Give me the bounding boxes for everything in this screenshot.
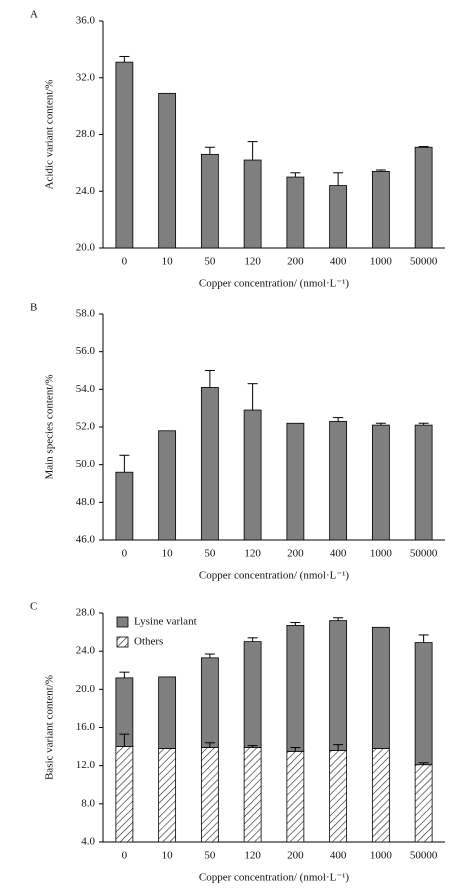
x-tick-label: 0: [122, 548, 128, 560]
bar-segment: [200, 747, 219, 843]
y-tick-label: 32.0: [76, 71, 96, 83]
y-tick-label: 16.0: [76, 721, 96, 733]
bar-segment: [371, 748, 390, 843]
bar-segment: [158, 676, 177, 749]
y-tick-label: 8.0: [81, 797, 95, 809]
x-tick-label: 400: [330, 548, 347, 560]
bar: [243, 159, 262, 249]
bar-segment: [243, 641, 262, 748]
x-tick-label: 50000: [410, 548, 438, 560]
bar-segment: [329, 620, 348, 751]
y-tick-label: 48.0: [76, 496, 96, 508]
bar: [329, 420, 348, 541]
legend-swatch: [116, 616, 129, 628]
bar: [115, 471, 134, 541]
bar: [414, 146, 433, 249]
y-tick-label: 28.0: [76, 607, 96, 619]
x-tick-label: 120: [244, 850, 261, 862]
x-axis-label: Copper concentration/ (nmol·L⁻¹): [199, 872, 350, 884]
x-tick-label: 0: [122, 256, 128, 268]
x-tick-label: 1000: [370, 548, 393, 560]
panel-label: B: [30, 302, 37, 314]
x-tick-label: 120: [244, 548, 261, 560]
x-tick-label: 400: [330, 850, 347, 862]
y-tick-label: 20.0: [76, 683, 96, 695]
bar: [286, 422, 305, 541]
x-axis-label: Copper concentration/ (nmol·L⁻¹): [199, 570, 350, 582]
y-tick-label: 52.0: [76, 421, 96, 433]
bar: [414, 424, 433, 541]
bar-segment: [200, 657, 219, 748]
y-tick-label: 56.0: [76, 345, 96, 357]
x-tick-label: 50000: [410, 850, 438, 862]
y-tick-label: 58.0: [76, 308, 96, 320]
bar: [371, 170, 390, 249]
bar-segment: [115, 746, 134, 843]
x-tick-label: 50: [204, 256, 216, 268]
x-tick-label: 200: [287, 548, 304, 560]
bar-segment: [286, 750, 305, 843]
y-axis-label: Acidic variant content/%: [44, 80, 56, 190]
x-tick-label: 200: [287, 256, 304, 268]
bar: [286, 176, 305, 249]
panel-label: A: [30, 9, 38, 21]
x-tick-label: 1000: [370, 850, 393, 862]
y-tick-label: 36.0: [76, 15, 96, 27]
bar: [329, 185, 348, 249]
bar-segment: [158, 748, 177, 843]
y-tick-label: 24.0: [76, 645, 96, 657]
bar-segment: [286, 625, 305, 752]
x-tick-label: 0: [122, 850, 128, 862]
x-tick-label: 10: [162, 850, 174, 862]
x-tick-label: 400: [330, 256, 347, 268]
bar-segment: [329, 750, 348, 843]
x-tick-label: 200: [287, 850, 304, 862]
bar-segment: [371, 626, 390, 749]
x-axis-label: Copper concentration/ (nmol·L⁻¹): [199, 278, 350, 290]
y-axis-label: Main species content/%: [44, 374, 56, 479]
bar: [200, 153, 219, 249]
bar: [158, 430, 177, 541]
x-tick-label: 10: [162, 548, 174, 560]
x-tick-label: 50: [204, 548, 216, 560]
legend-label: Lysine varlant: [134, 616, 197, 628]
y-tick-label: 24.0: [76, 185, 96, 197]
x-tick-label: 10: [162, 256, 174, 268]
legend-swatch: [116, 636, 129, 648]
bar-segment: [414, 642, 433, 766]
x-tick-label: 1000: [370, 256, 393, 268]
x-tick-label: 120: [244, 256, 261, 268]
y-tick-label: 12.0: [76, 759, 96, 771]
y-tick-label: 46.0: [76, 534, 96, 546]
y-tick-label: 54.0: [76, 383, 96, 395]
panel-label: C: [30, 601, 37, 613]
bar: [115, 61, 134, 249]
bar: [200, 387, 219, 541]
bar: [371, 424, 390, 541]
x-tick-label: 50000: [410, 256, 438, 268]
legend-label: Others: [134, 636, 163, 648]
x-tick-label: 50: [204, 850, 216, 862]
bar-segment: [243, 747, 262, 843]
y-tick-label: 50.0: [76, 458, 96, 470]
bar: [158, 92, 177, 249]
y-axis-label: Basic variant content/%: [44, 675, 56, 780]
bar-segment: [414, 764, 433, 843]
bar: [243, 409, 262, 541]
y-tick-label: 4.0: [81, 836, 95, 848]
y-tick-label: 28.0: [76, 128, 96, 140]
y-tick-label: 20.0: [76, 242, 96, 254]
